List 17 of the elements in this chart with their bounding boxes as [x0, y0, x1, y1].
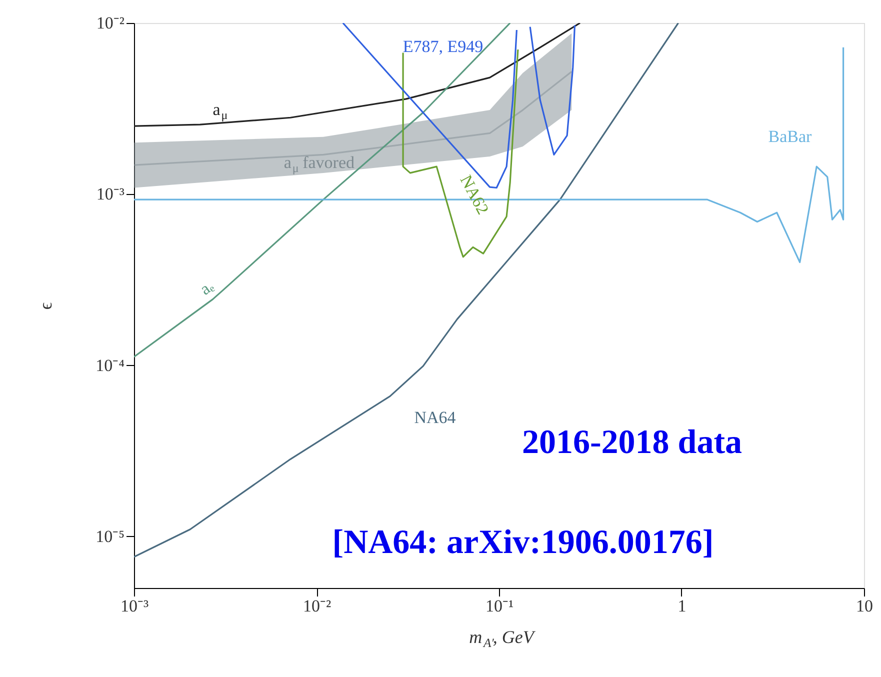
annotation: [NA64: arXiv:1906.00176] [332, 524, 714, 561]
y-tick-label: 10⁻⁴ [96, 356, 125, 375]
y-axis-title: ϵ [36, 302, 56, 310]
series-label: NA64 [414, 408, 456, 427]
x-tick-label: 10⁻³ [120, 596, 149, 616]
annotation: 2016-2018 data [522, 424, 742, 461]
y-tick-label: 10⁻³ [96, 184, 124, 204]
series-label: BaBar [768, 127, 812, 146]
text: NA62 [456, 172, 493, 218]
x-tick-label: 10 [856, 596, 873, 616]
x-tick-label: 10⁻¹ [485, 596, 514, 616]
y-tick-label: 10⁻² [96, 14, 124, 32]
x-tick-label: 10⁻² [302, 596, 332, 616]
text: aₑ [196, 276, 218, 299]
y-tick-label: 10⁻⁵ [96, 526, 125, 546]
series-label: E787, E949 [402, 37, 484, 56]
x-tick-label: 1 [678, 596, 686, 616]
